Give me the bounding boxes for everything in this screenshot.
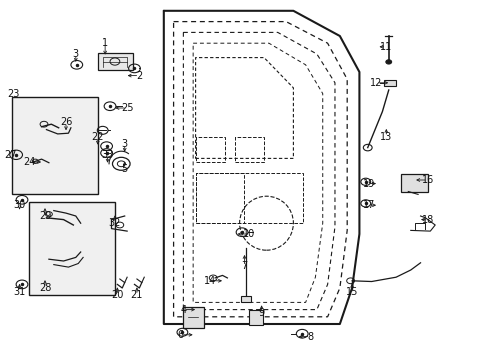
Text: 24: 24 bbox=[23, 157, 36, 167]
Text: 9: 9 bbox=[258, 308, 264, 318]
Text: 3: 3 bbox=[73, 49, 79, 59]
Text: 16: 16 bbox=[421, 175, 433, 185]
Text: 7: 7 bbox=[241, 261, 247, 271]
Text: 27: 27 bbox=[4, 150, 17, 160]
Text: 3: 3 bbox=[122, 139, 127, 149]
Text: 25: 25 bbox=[121, 103, 133, 113]
Text: 30: 30 bbox=[13, 200, 26, 210]
Text: 2: 2 bbox=[136, 71, 142, 81]
Bar bbox=[383, 80, 395, 86]
Text: 32: 32 bbox=[108, 218, 121, 228]
Text: 23: 23 bbox=[7, 89, 20, 99]
Text: 8: 8 bbox=[307, 332, 313, 342]
Bar bbox=[29, 202, 115, 295]
Text: 4: 4 bbox=[180, 305, 186, 315]
Text: 5: 5 bbox=[122, 164, 127, 174]
Text: 14: 14 bbox=[203, 276, 216, 286]
Text: 26: 26 bbox=[60, 117, 72, 127]
Bar bbox=[400, 174, 427, 192]
Text: 21: 21 bbox=[130, 290, 143, 300]
Bar bbox=[12, 97, 98, 194]
Text: 33: 33 bbox=[101, 150, 114, 160]
Text: 31: 31 bbox=[13, 287, 26, 297]
Bar bbox=[195, 173, 303, 223]
Text: 15: 15 bbox=[345, 287, 358, 297]
Bar bbox=[249, 310, 263, 325]
Text: 1: 1 bbox=[102, 38, 108, 48]
Text: 18: 18 bbox=[421, 215, 433, 225]
FancyBboxPatch shape bbox=[98, 53, 133, 70]
Text: 28: 28 bbox=[39, 283, 51, 293]
Text: 11: 11 bbox=[379, 42, 392, 52]
Text: 22: 22 bbox=[91, 132, 104, 142]
Bar bbox=[183, 307, 203, 328]
Text: 13: 13 bbox=[379, 132, 392, 142]
Text: 6: 6 bbox=[178, 330, 183, 340]
Bar bbox=[234, 137, 264, 162]
Text: 20: 20 bbox=[111, 290, 123, 300]
Text: 10: 10 bbox=[243, 229, 255, 239]
Bar bbox=[240, 296, 251, 302]
Circle shape bbox=[385, 60, 391, 64]
Text: 17: 17 bbox=[362, 200, 375, 210]
Text: 29: 29 bbox=[39, 211, 51, 221]
Text: 12: 12 bbox=[369, 78, 382, 88]
Bar bbox=[195, 137, 224, 162]
Text: 19: 19 bbox=[362, 179, 375, 189]
Bar bbox=[195, 173, 244, 223]
